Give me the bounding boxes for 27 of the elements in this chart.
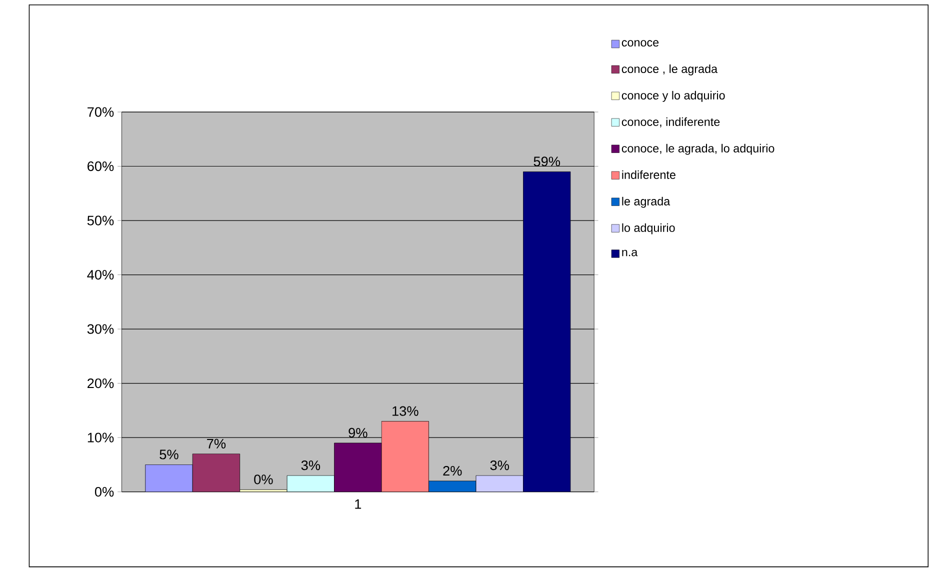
- data-label: 3%: [490, 460, 509, 470]
- legend-label: lo adquirio: [622, 224, 675, 234]
- y-tick-label: 60%: [88, 162, 114, 172]
- legend-label: conoce, le agrada, lo adquirio: [622, 144, 774, 155]
- y-tick-label: 40%: [87, 270, 114, 280]
- legend-label: conoce y lo adquirio: [622, 91, 725, 102]
- y-tick-label: 10%: [88, 432, 114, 443]
- legend-label: n.a: [622, 250, 638, 256]
- y-tick-label: 20%: [88, 378, 114, 388]
- data-label: 7%: [207, 439, 226, 449]
- data-label: 0%: [254, 474, 273, 484]
- y-tick-label: 50%: [87, 216, 114, 226]
- y-tick-label: 0%: [94, 487, 114, 497]
- y-tick-label: 70%: [88, 107, 114, 117]
- y-tick-label: 30%: [87, 324, 114, 334]
- data-label: 9%: [348, 428, 368, 438]
- data-label: 2%: [443, 466, 462, 476]
- data-label: 3%: [301, 460, 320, 470]
- x-tick-label: 1: [355, 500, 362, 509]
- data-label: 5%: [160, 450, 178, 460]
- legend-label: conoce: [622, 40, 659, 47]
- legend-label: indiferente: [622, 170, 676, 180]
- data-label: 59%: [534, 156, 560, 166]
- legend-label: conoce , le agrada: [622, 64, 718, 76]
- legend-label: conoce, indiferente: [622, 118, 720, 128]
- data-label: 13%: [392, 406, 418, 416]
- legend-label: le agrada: [622, 197, 670, 208]
